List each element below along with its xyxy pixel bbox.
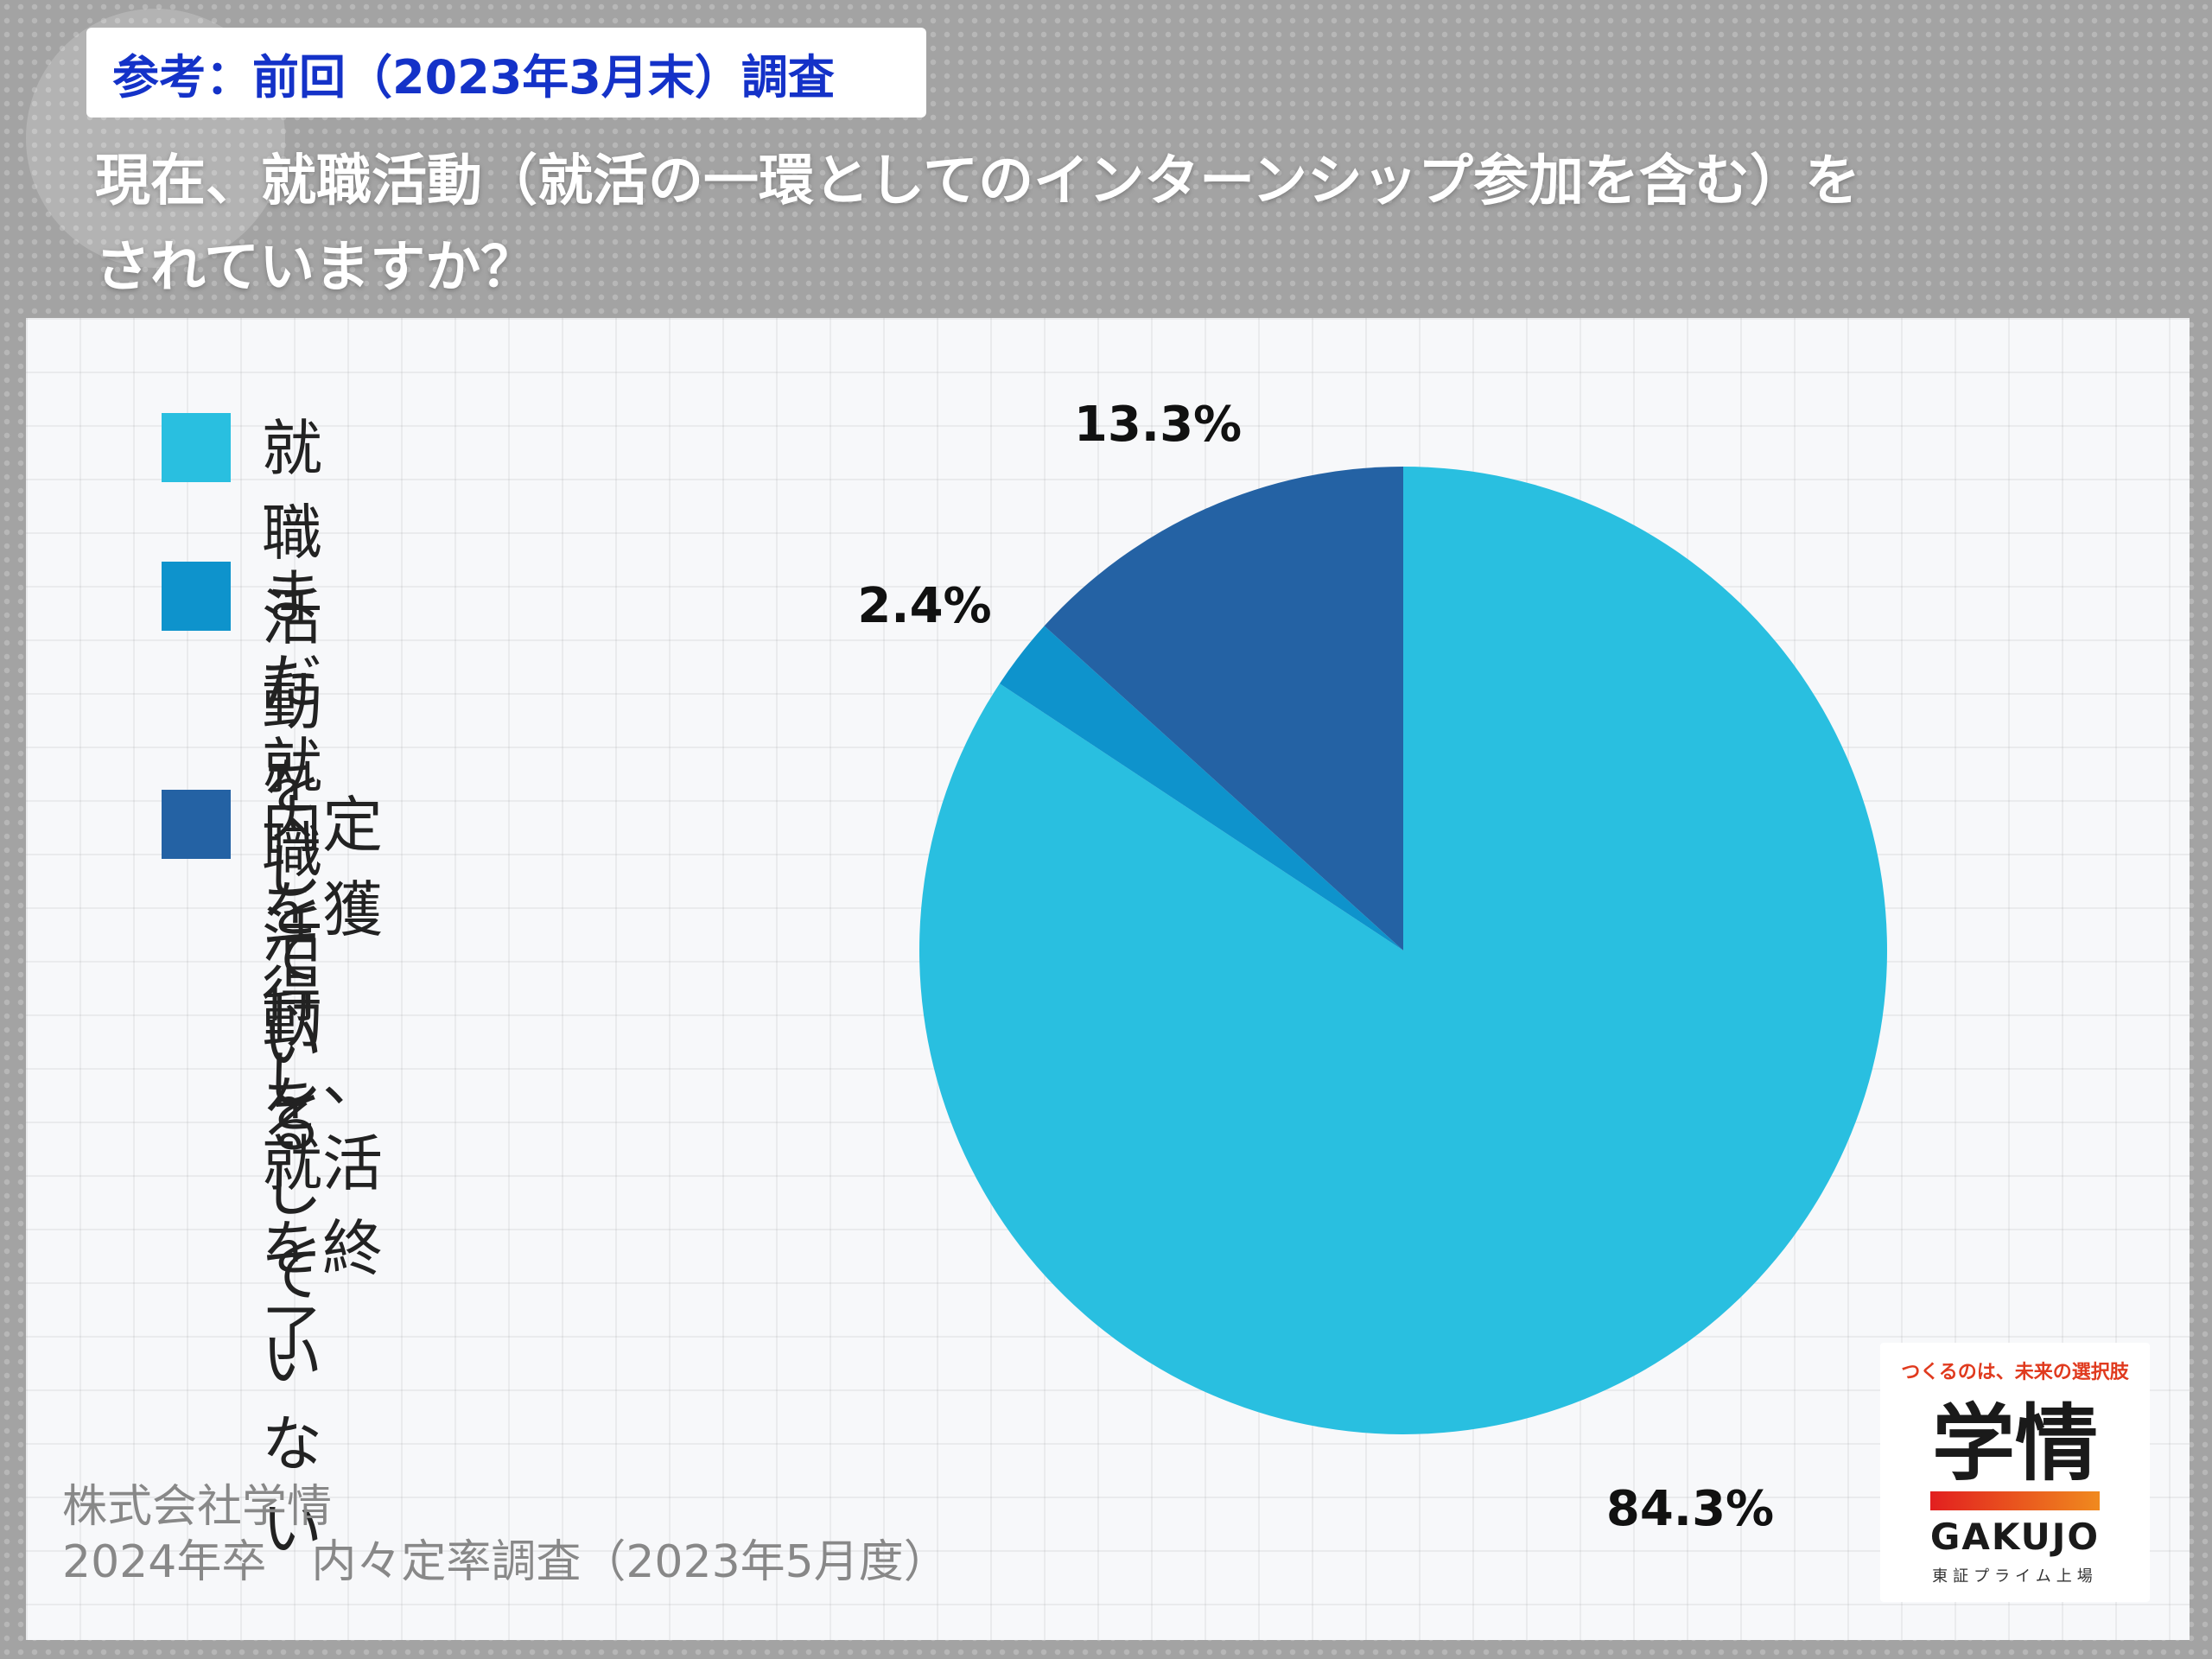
- data-label-finished: 13.3%: [1074, 397, 1242, 453]
- legend-label-finished: 内定を獲得し、 就活を終了: [262, 790, 383, 1369]
- pie-slice-not-started: [999, 626, 1403, 950]
- data-label-active: 84.3%: [1606, 1481, 1774, 1537]
- logo-name: 学情: [1932, 1395, 2098, 1492]
- question-line-2: されていますか？: [95, 236, 537, 300]
- legend-swatch-not-started: [162, 562, 231, 631]
- logo-bar: [1930, 1491, 2100, 1510]
- gakujo-logo: つくるのは、未来の選択肢 学情 GAKUJO 東証プライム上場: [1880, 1343, 2150, 1602]
- footer-survey: 2024年卒 内々定率調査（2023年5月度）: [62, 1536, 949, 1588]
- question-line-1: 現在、就職活動（就活の一環としてのインターンシップ参加を含む）を: [95, 149, 1860, 213]
- data-label-not-started: 2.4%: [857, 578, 991, 634]
- logo-tagline: つくるのは、未来の選択肢: [1901, 1362, 2129, 1383]
- footer-source: 株式会社学情 2024年卒 内々定率調査（2023年5月度）: [62, 1479, 949, 1590]
- legend-swatch-finished: [162, 790, 231, 859]
- legend-label-active: 就職活動をしている: [262, 413, 322, 1161]
- logo-listing: 東証プライム上場: [1932, 1567, 2098, 1586]
- reference-tag: 参考：前回（2023年3月末）調査: [86, 28, 926, 118]
- legend-label-not-started: まだ就職活動を していない: [262, 562, 322, 1564]
- footer-company: 株式会社学情: [62, 1481, 333, 1533]
- pie-slice-finished: [1044, 467, 1403, 950]
- logo-name-en: GAKUJO: [1929, 1516, 2101, 1558]
- question-title: 現在、就職活動（就活の一環としてのインターンシップ参加を含む）を されていますか…: [95, 138, 2169, 311]
- legend-swatch-active: [162, 413, 231, 482]
